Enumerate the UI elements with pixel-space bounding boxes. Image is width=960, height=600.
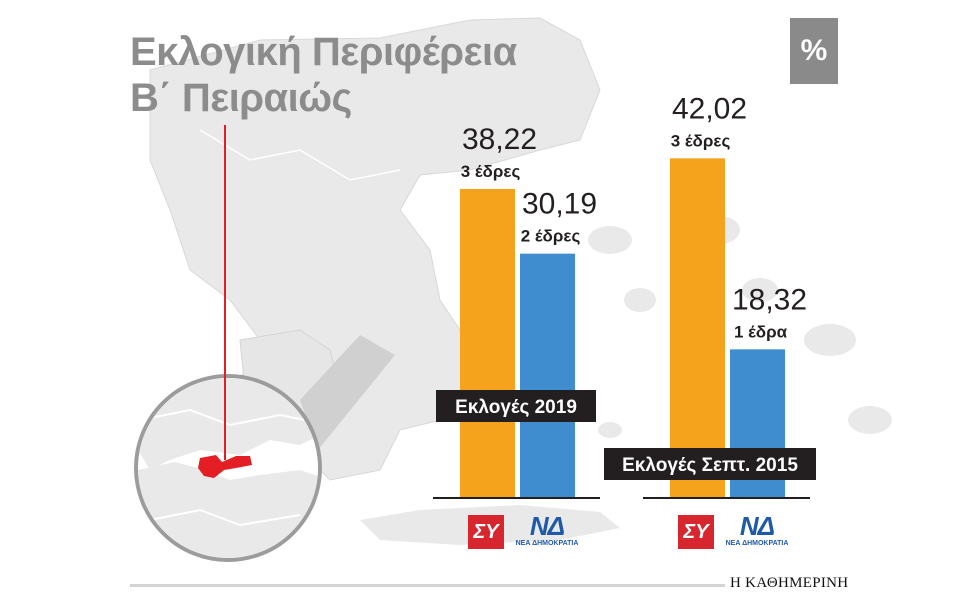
seats-label-nd-1: 1 έδρα — [734, 322, 788, 341]
island-9 — [598, 422, 622, 438]
percent-badge: % — [790, 18, 838, 84]
island-5 — [804, 324, 856, 356]
category-box-0 — [436, 390, 596, 422]
nd-logo-2019: ΝΔ ΝΕΑ ΔΗΜΟΚΡΑΤΙΑ — [515, 511, 579, 547]
seats-label-syriza-1: 3 έδρες — [671, 131, 731, 150]
zoom-cone — [300, 335, 395, 450]
seats-label-nd-0: 2 έδρες — [521, 227, 581, 246]
footer-rule — [130, 584, 725, 587]
category-label-1: Εκλογές Σεπτ. 2015 — [622, 455, 798, 476]
value-label-nd-1: 18,32 — [732, 283, 807, 316]
value-label-nd-0: 30,19 — [522, 188, 597, 221]
bar-syriza-1 — [670, 158, 725, 498]
region-borders — [199, 129, 401, 181]
seats-label-syriza-0: 3 έδρες — [461, 162, 521, 181]
highlighted-region — [198, 455, 252, 478]
category-label-0: Εκλογές 2019 — [455, 397, 577, 418]
island-7 — [848, 406, 892, 434]
category-box-1 — [604, 448, 816, 480]
nd-logo-2015: ΝΔ ΝΕΑ ΔΗΜΟΚΡΑΤΙΑ — [725, 511, 789, 547]
title-line-2: Β΄ Πειραιώς — [130, 76, 352, 120]
syriza-logo-2019: ΣΥ — [468, 515, 504, 549]
island-4 — [742, 278, 778, 302]
island-1 — [588, 226, 632, 254]
title-line-1: Εκλογική Περιφέρεια — [130, 30, 517, 74]
syriza-logo-2015: ΣΥ — [678, 515, 714, 549]
bar-nd-0 — [520, 253, 575, 497]
publisher-name: Η ΚΑΘΗΜΕΡΙΝΗ — [730, 575, 849, 591]
island-2 — [624, 288, 656, 312]
bar-syriza-0 — [460, 188, 515, 498]
value-label-syriza-1: 42,02 — [672, 92, 747, 125]
value-label-syriza-0: 38,22 — [462, 123, 537, 156]
